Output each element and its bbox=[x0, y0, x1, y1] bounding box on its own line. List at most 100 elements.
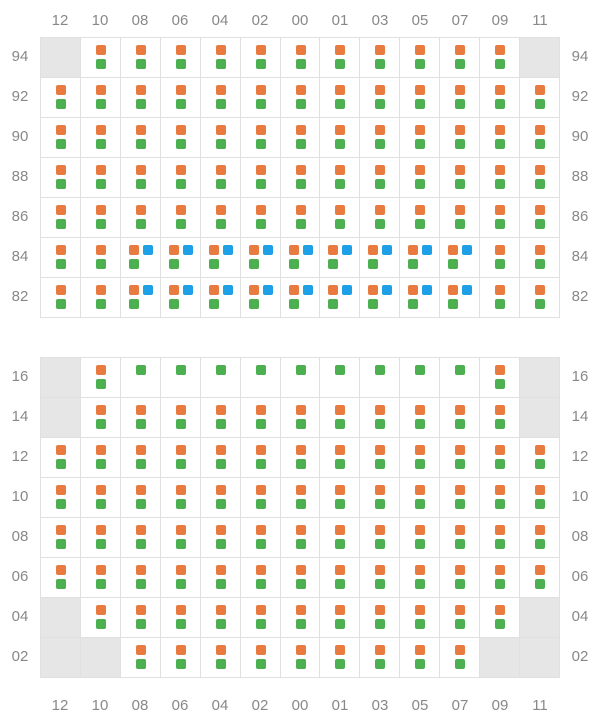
marker-green bbox=[216, 99, 226, 109]
marker-green bbox=[455, 365, 465, 375]
row-label-left: 82 bbox=[0, 277, 40, 317]
marker-orange bbox=[176, 485, 186, 495]
grid-cell bbox=[161, 518, 201, 558]
marker-orange bbox=[216, 605, 226, 615]
marker-orange bbox=[408, 245, 418, 255]
marker-orange bbox=[495, 285, 505, 295]
marker-green bbox=[216, 365, 226, 375]
grid-cell bbox=[281, 558, 321, 598]
marker-orange bbox=[96, 205, 106, 215]
marker-orange bbox=[455, 405, 465, 415]
marker-orange bbox=[216, 645, 226, 655]
marker-orange bbox=[296, 45, 306, 55]
grid-cell bbox=[161, 78, 201, 118]
marker-green bbox=[209, 259, 219, 269]
marker-green bbox=[56, 259, 66, 269]
marker-orange bbox=[176, 565, 186, 575]
marker-orange bbox=[495, 85, 505, 95]
grid-cell bbox=[520, 38, 560, 78]
grid-cell bbox=[281, 78, 321, 118]
row-label-right: 02 bbox=[560, 637, 600, 677]
marker-green bbox=[495, 99, 505, 109]
col-label-top: 05 bbox=[400, 12, 440, 29]
row-label-right: 90 bbox=[560, 117, 600, 157]
grid-cell bbox=[281, 518, 321, 558]
marker-orange bbox=[249, 245, 259, 255]
marker-green bbox=[249, 259, 259, 269]
marker-green bbox=[296, 419, 306, 429]
marker-green bbox=[296, 659, 306, 669]
marker-orange bbox=[176, 125, 186, 135]
grid-cell bbox=[281, 118, 321, 158]
grid-cell bbox=[201, 238, 241, 278]
marker-green bbox=[415, 579, 425, 589]
marker-orange bbox=[56, 485, 66, 495]
marker-green bbox=[495, 179, 505, 189]
marker-green bbox=[256, 59, 266, 69]
marker-orange bbox=[375, 485, 385, 495]
grid-cell bbox=[520, 158, 560, 198]
grid-cell bbox=[480, 518, 520, 558]
grid-cell bbox=[161, 158, 201, 198]
marker-green bbox=[495, 619, 505, 629]
col-label-bottom: 01 bbox=[320, 697, 360, 714]
marker-orange bbox=[176, 205, 186, 215]
grid-cell bbox=[201, 78, 241, 118]
marker-blue bbox=[223, 245, 233, 255]
marker-green bbox=[535, 139, 545, 149]
grid-cell bbox=[241, 238, 281, 278]
marker-orange bbox=[495, 565, 505, 575]
grid-cell bbox=[161, 118, 201, 158]
marker-green bbox=[408, 259, 418, 269]
marker-orange bbox=[176, 165, 186, 175]
grid-cell bbox=[320, 158, 360, 198]
marker-green bbox=[96, 59, 106, 69]
col-label-top: 09 bbox=[480, 12, 520, 29]
marker-green bbox=[176, 419, 186, 429]
marker-orange bbox=[96, 165, 106, 175]
grid-cell bbox=[520, 558, 560, 598]
marker-green bbox=[176, 365, 186, 375]
row-label-right: 92 bbox=[560, 77, 600, 117]
marker-orange bbox=[256, 165, 266, 175]
grid-cell bbox=[320, 198, 360, 238]
marker-green bbox=[375, 139, 385, 149]
grid-cell bbox=[161, 478, 201, 518]
marker-green bbox=[216, 659, 226, 669]
grid-cell bbox=[480, 358, 520, 398]
marker-green bbox=[216, 579, 226, 589]
marker-orange bbox=[335, 645, 345, 655]
marker-green bbox=[96, 459, 106, 469]
marker-green bbox=[256, 219, 266, 229]
marker-orange bbox=[216, 85, 226, 95]
marker-green bbox=[375, 579, 385, 589]
marker-green bbox=[289, 299, 299, 309]
grid-cell bbox=[121, 638, 161, 678]
marker-orange bbox=[368, 285, 378, 295]
marker-orange bbox=[289, 245, 299, 255]
marker-orange bbox=[136, 85, 146, 95]
grid-cell bbox=[241, 478, 281, 518]
marker-green bbox=[216, 139, 226, 149]
marker-green bbox=[415, 419, 425, 429]
marker-green bbox=[256, 459, 266, 469]
grid-row bbox=[41, 38, 560, 78]
grid-row bbox=[41, 158, 560, 198]
grid-cell bbox=[121, 78, 161, 118]
marker-blue bbox=[342, 285, 352, 295]
marker-green bbox=[129, 299, 139, 309]
marker-orange bbox=[296, 525, 306, 535]
marker-blue bbox=[143, 285, 153, 295]
grid-cell bbox=[201, 358, 241, 398]
marker-green bbox=[448, 259, 458, 269]
marker-green bbox=[535, 219, 545, 229]
marker-green bbox=[455, 419, 465, 429]
grid-cell bbox=[41, 198, 81, 238]
marker-orange bbox=[448, 285, 458, 295]
grid-cell bbox=[81, 558, 121, 598]
marker-green bbox=[495, 259, 505, 269]
grid-cell bbox=[440, 638, 480, 678]
row-label-right: 84 bbox=[560, 237, 600, 277]
marker-orange bbox=[495, 485, 505, 495]
marker-orange bbox=[335, 125, 345, 135]
